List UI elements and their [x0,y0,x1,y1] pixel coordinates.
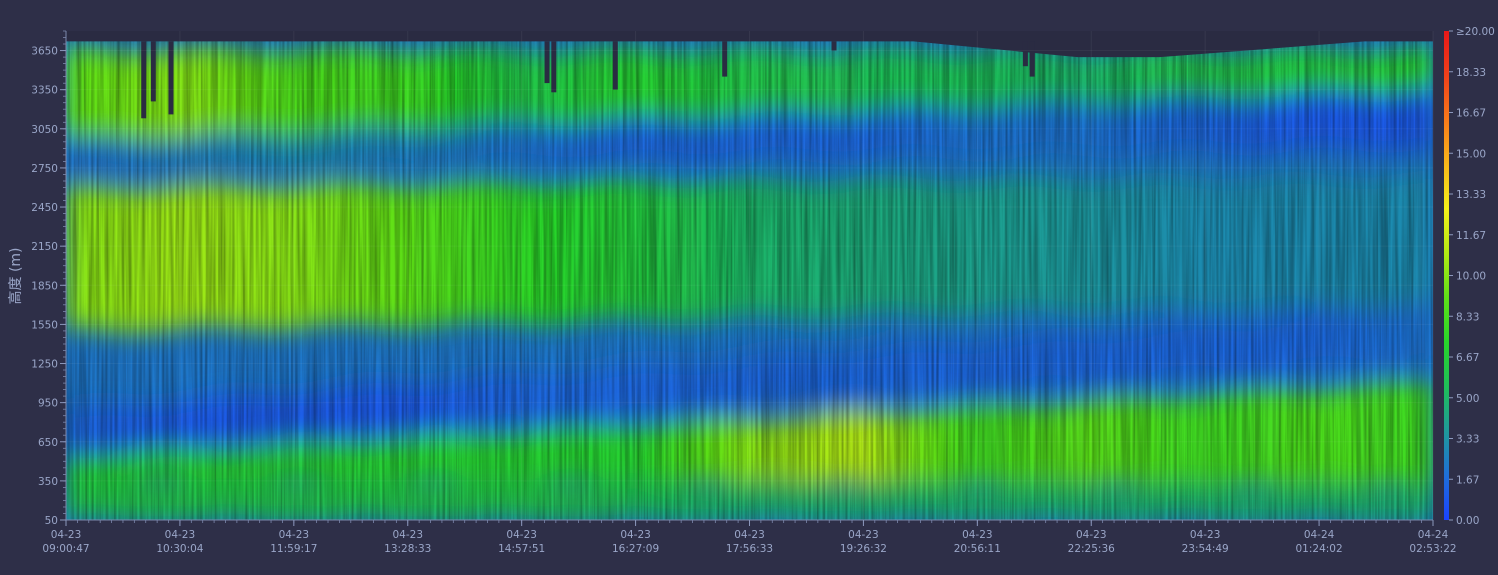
heatmap-texture [66,31,1433,520]
x-tick-date: 04-23 [279,529,310,541]
x-tick-date: 04-24 [1418,529,1449,541]
y-tick-label: 1850 [31,280,58,292]
x-tick-date: 04-23 [51,529,82,541]
x-tick-time: 23:54:49 [1182,543,1229,555]
y-tick-label: 3350 [31,85,58,97]
colorbar: 0.00 1.67 3.33 5.00 6.67 8.33 10.00 11.67 13.33 1… [1444,26,1495,527]
data-gap [141,41,147,119]
colorbar-label: 6.67 [1456,352,1479,364]
data-gap [168,41,174,115]
colorbar-label: 13.33 [1456,189,1486,201]
no-data-region [66,31,1433,58]
y-axis-title: 高度 (m) [7,247,24,304]
x-tick-time: 09:00:47 [42,543,89,555]
x-tick-time: 17:56:33 [726,543,773,555]
data-gap [551,41,557,93]
x-tick-date: 04-23 [506,529,537,541]
x-tick-time: 22:25:36 [1068,543,1115,555]
colorbar-label: 1.67 [1456,474,1479,486]
x-tick-time: 20:56:11 [954,543,1001,555]
x-tick-time: 14:57:51 [498,543,545,555]
colorbar-ramp [1444,31,1449,520]
x-tick-date: 04-24 [1304,529,1335,541]
x-tick-time: 13:28:33 [384,543,431,555]
x-tick-date: 04-23 [1076,529,1107,541]
x-tick-time: 16:27:09 [612,543,659,555]
x-tick-time: 02:53:22 [1409,543,1456,555]
y-tick-label: 3650 [31,46,58,58]
x-tick-date: 04-23 [620,529,651,541]
x-axis: 04-23 09:00:47 04-23 10:30:04 04-23 11:59:17 0… [42,519,1457,555]
data-gap [150,41,156,102]
y-tick-label: 3050 [31,124,58,136]
x-tick-date: 04-23 [392,529,423,541]
x-tick-time: 01:24:02 [1295,543,1342,555]
data-gap [722,41,728,77]
colorbar-label: ≥20.00 [1456,26,1495,38]
x-tick-date: 04-23 [962,529,993,541]
y-tick-label: 2150 [31,241,58,253]
colorbar-label: 10.00 [1456,271,1486,283]
x-tick-time: 10:30:04 [156,543,203,555]
x-tick-time: 19:26:32 [840,543,887,555]
heatmap-cells [66,31,1433,520]
colorbar-label: 8.33 [1456,311,1479,323]
y-tick-label: 650 [38,437,58,449]
data-gap [544,41,550,84]
y-tick-label: 2750 [31,163,58,175]
data-gap [1029,41,1035,77]
colorbar-label: 0.00 [1456,515,1479,527]
data-gap [831,41,837,51]
colorbar-label: 16.67 [1456,108,1486,120]
y-tick-label: 1250 [31,359,58,371]
colorbar-label: 3.33 [1456,434,1479,446]
data-gap [612,41,618,90]
x-tick-date: 04-23 [848,529,879,541]
y-tick-label: 950 [38,398,58,410]
y-axis: 50 350 650 950 1250 1550 1850 2150 2450 2750 3050 3… [31,30,67,527]
y-tick-label: 350 [38,476,58,488]
x-tick-date: 04-23 [1190,529,1221,541]
gridlines [65,31,1434,521]
y-tick-label: 1550 [31,319,58,331]
colorbar-label: 18.33 [1456,67,1486,79]
x-tick-date: 04-23 [734,529,765,541]
x-tick-time: 11:59:17 [270,543,317,555]
colorbar-label: 11.67 [1456,230,1486,242]
y-tick-label: 2450 [31,202,58,214]
data-gap [1022,41,1028,67]
colorbar-label: 5.00 [1456,393,1479,405]
y-tick-label: 50 [45,515,58,527]
colorbar-label: 15.00 [1456,148,1486,160]
x-tick-date: 04-23 [165,529,196,541]
